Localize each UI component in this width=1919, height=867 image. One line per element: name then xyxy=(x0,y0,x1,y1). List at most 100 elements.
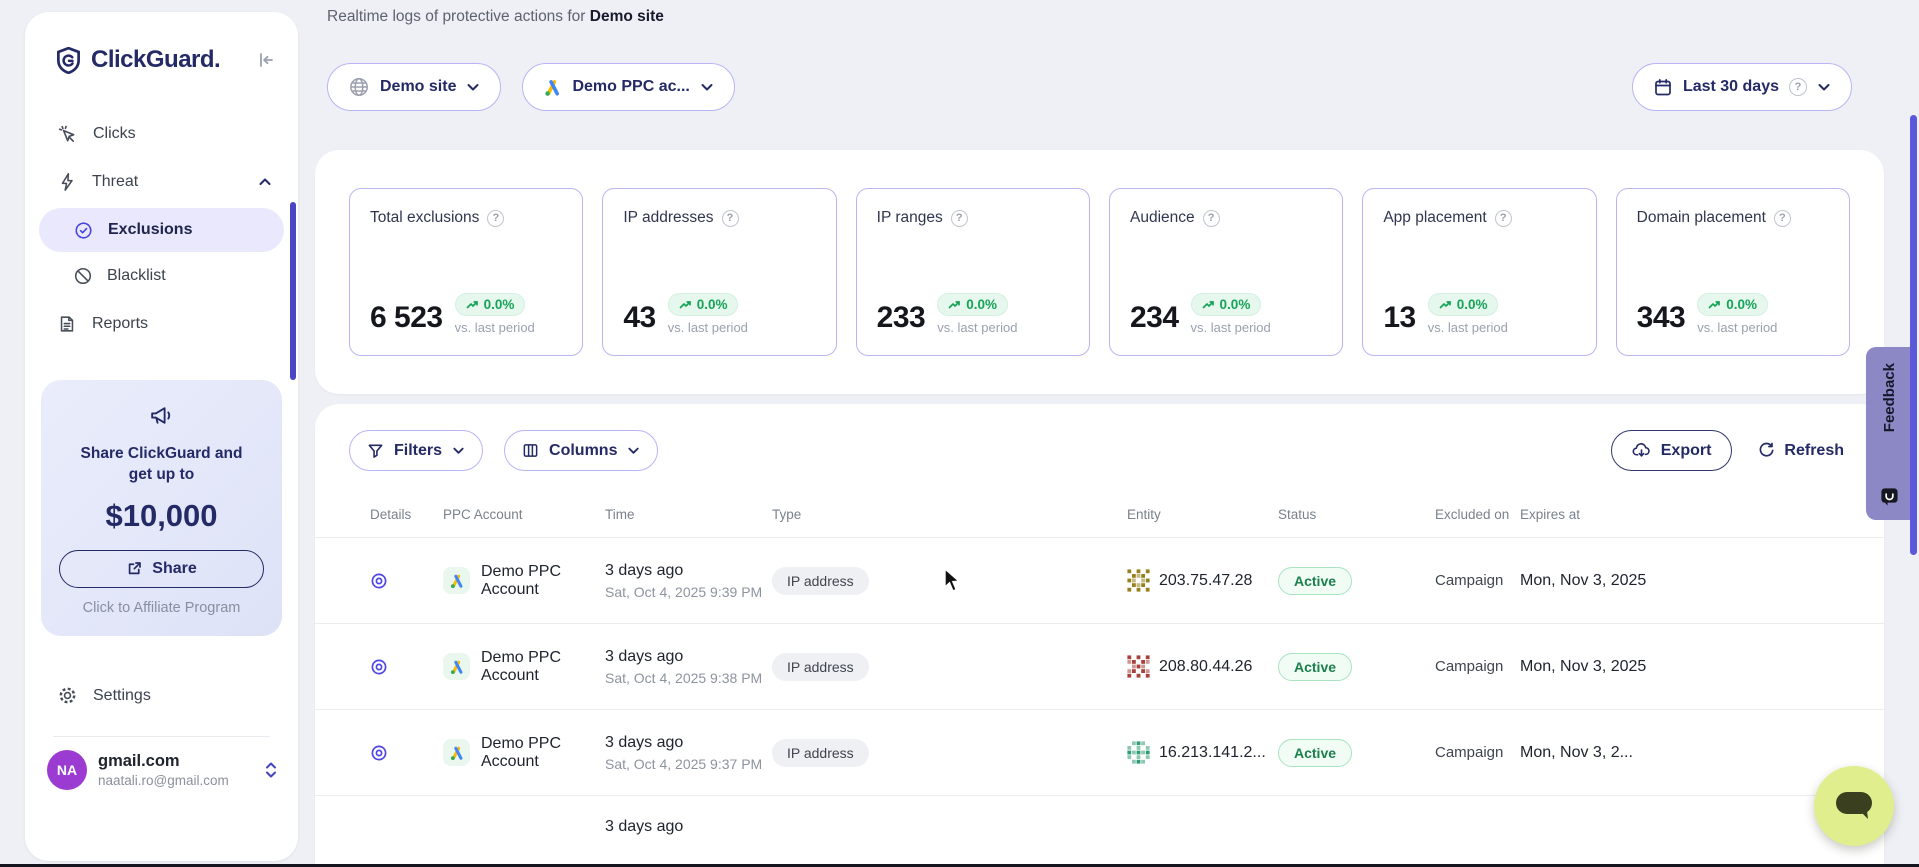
user-meta: gmail.com naatali.ro@gmail.com xyxy=(98,752,253,788)
col-header-details[interactable]: Details xyxy=(370,507,412,522)
time-absolute: Sat, Oct 4, 2025 9:38 PM xyxy=(605,669,763,686)
time-relative: 3 days ago xyxy=(605,733,684,751)
share-button[interactable]: Share xyxy=(59,549,264,588)
user-menu[interactable]: NA gmail.com naatali.ro@gmail.com xyxy=(47,749,278,790)
col-header-ppc-account[interactable]: PPC Account xyxy=(443,507,523,522)
gear-icon xyxy=(57,685,78,706)
sidebar-item-reports[interactable]: Reports xyxy=(25,300,298,348)
excluded-on-value: Campaign xyxy=(1435,572,1504,590)
columns-button[interactable]: Columns xyxy=(504,430,659,471)
feedback-tab-label: Feedback xyxy=(1880,363,1898,433)
stat-title: IP ranges xyxy=(876,209,943,226)
ip-identicon xyxy=(1127,741,1150,764)
chevron-down-icon xyxy=(1817,80,1831,94)
export-button[interactable]: Export xyxy=(1610,430,1733,471)
help-icon: ? xyxy=(721,209,739,227)
stats-row: Total exclusions? 6 523 0.0% vs. last pe… xyxy=(315,150,1884,394)
help-icon: ? xyxy=(487,209,505,227)
stat-value: 43 xyxy=(623,301,656,334)
sidebar-item-exclusions[interactable]: Exclusions xyxy=(39,208,284,252)
collapse-sidebar-icon[interactable] xyxy=(254,49,276,71)
delta-caption: vs. last period xyxy=(667,320,748,335)
ppc-account-name: Demo PPC Account xyxy=(481,562,562,598)
stat-card-ip-ranges: IP ranges? 233 0.0% vs. last period xyxy=(855,188,1090,356)
megaphone-icon xyxy=(148,402,175,429)
col-header-expires-at[interactable]: Expires at xyxy=(1520,507,1581,522)
delta-badge: 0.0% xyxy=(937,293,1008,316)
stat-title: App placement xyxy=(1383,209,1487,226)
chevron-down-icon xyxy=(627,444,640,457)
col-header-entity[interactable]: Entity xyxy=(1127,507,1161,522)
table-row[interactable]: Demo PPC Account 3 days ago Sat, Oct 4, 2… xyxy=(315,623,1884,709)
ip-identicon xyxy=(1127,569,1150,592)
ppc-account-name: Demo PPC Account xyxy=(481,648,562,684)
calendar-icon xyxy=(1653,77,1673,97)
status-badge: Active xyxy=(1278,738,1353,767)
context-selectors: Demo site Demo PPC ac... xyxy=(327,63,735,111)
refresh-button[interactable]: Refresh xyxy=(1758,442,1844,460)
ppc-account-name: Demo PPC Account xyxy=(481,734,562,770)
entity-value: 203.75.47.28 xyxy=(1159,571,1253,589)
time-relative: 3 days ago xyxy=(605,818,684,836)
page-subtitle-site: Demo site xyxy=(589,8,664,25)
sidebar-item-threat[interactable]: Threat xyxy=(25,158,298,206)
col-header-status[interactable]: Status xyxy=(1278,507,1317,522)
col-header-type[interactable]: Type xyxy=(772,507,802,522)
document-icon xyxy=(57,314,77,334)
delta-caption: vs. last period xyxy=(1697,320,1778,335)
time-relative: 3 days ago xyxy=(605,561,684,579)
ppc-account-selector[interactable]: Demo PPC ac... xyxy=(522,63,735,111)
chevron-down-icon xyxy=(466,80,480,94)
cloud-download-icon xyxy=(1632,442,1651,459)
site-selector-value: Demo site xyxy=(380,78,457,95)
excluded-on-value: Campaign xyxy=(1435,658,1504,676)
view-details-icon[interactable] xyxy=(370,658,388,676)
entity-value: 16.213.141.2... xyxy=(1159,743,1266,761)
external-link-icon xyxy=(126,560,143,577)
delta-caption: vs. last period xyxy=(1427,320,1508,335)
help-icon: ? xyxy=(1202,209,1220,227)
delta-caption: vs. last period xyxy=(454,320,535,335)
page-scrollbar-thumb[interactable] xyxy=(1910,115,1917,555)
table-row[interactable]: Demo PPC Account 3 days ago Sat, Oct 4, 2… xyxy=(315,537,1884,623)
trend-up-icon xyxy=(679,299,692,310)
feedback-tab[interactable]: Feedback xyxy=(1866,347,1912,520)
col-header-excluded-on[interactable]: Excluded on xyxy=(1435,507,1510,522)
type-badge: IP address xyxy=(772,652,869,681)
chat-launcher-button[interactable] xyxy=(1814,766,1894,846)
sidebar-item-label: Settings xyxy=(93,686,151,704)
col-header-time[interactable]: Time xyxy=(605,507,635,522)
refresh-button-label: Refresh xyxy=(1784,441,1844,459)
view-details-icon[interactable] xyxy=(370,572,388,590)
table-row[interactable]: Demo PPC Account 3 days ago Sat, Oct 4, 2… xyxy=(315,709,1884,795)
sidebar-scrollbar-thumb[interactable] xyxy=(290,202,296,380)
stat-title: Domain placement xyxy=(1636,209,1766,226)
logo-row: ClickGuard. xyxy=(25,12,298,74)
table-toolbar: Filters Columns Export xyxy=(315,404,1884,491)
sidebar-item-label: Exclusions xyxy=(108,221,193,238)
filters-button[interactable]: Filters xyxy=(349,430,484,471)
sidebar-item-blacklist[interactable]: Blacklist xyxy=(39,254,284,298)
delta-badge: 0.0% xyxy=(667,293,739,316)
feedback-smiley-icon xyxy=(1880,487,1899,506)
page-subtitle: Realtime logs of protective actions for … xyxy=(327,8,664,26)
google-ads-icon xyxy=(443,653,470,681)
exclusions-table-card: Filters Columns Export xyxy=(315,404,1884,867)
date-range-selector[interactable]: Last 30 days ? xyxy=(1631,63,1852,111)
bottom-edge-strip xyxy=(0,864,1919,867)
table-row[interactable]: 3 days ago xyxy=(315,795,1884,867)
affiliate-link[interactable]: Click to Affiliate Program xyxy=(82,599,241,616)
delta-badge: 0.0% xyxy=(1190,293,1262,316)
view-details-icon[interactable] xyxy=(370,744,388,762)
affiliate-promo-card: Share ClickGuard and get up to $10,000 S… xyxy=(41,380,282,636)
sidebar-item-clicks[interactable]: Clicks xyxy=(25,110,298,158)
site-selector[interactable]: Demo site xyxy=(327,63,502,111)
page-subtitle-text: Realtime logs of protective actions for xyxy=(327,8,590,25)
delta-badge: 0.0% xyxy=(1427,293,1499,316)
export-button-label: Export xyxy=(1660,441,1712,459)
sidebar-item-settings[interactable]: Settings xyxy=(25,672,298,720)
google-ads-icon xyxy=(443,567,470,595)
cursor-click-icon xyxy=(57,124,78,145)
sidebar-nav: Clicks Threat Exclusions Blacklist xyxy=(25,110,298,348)
logo-text: ClickGuard. xyxy=(91,46,221,73)
